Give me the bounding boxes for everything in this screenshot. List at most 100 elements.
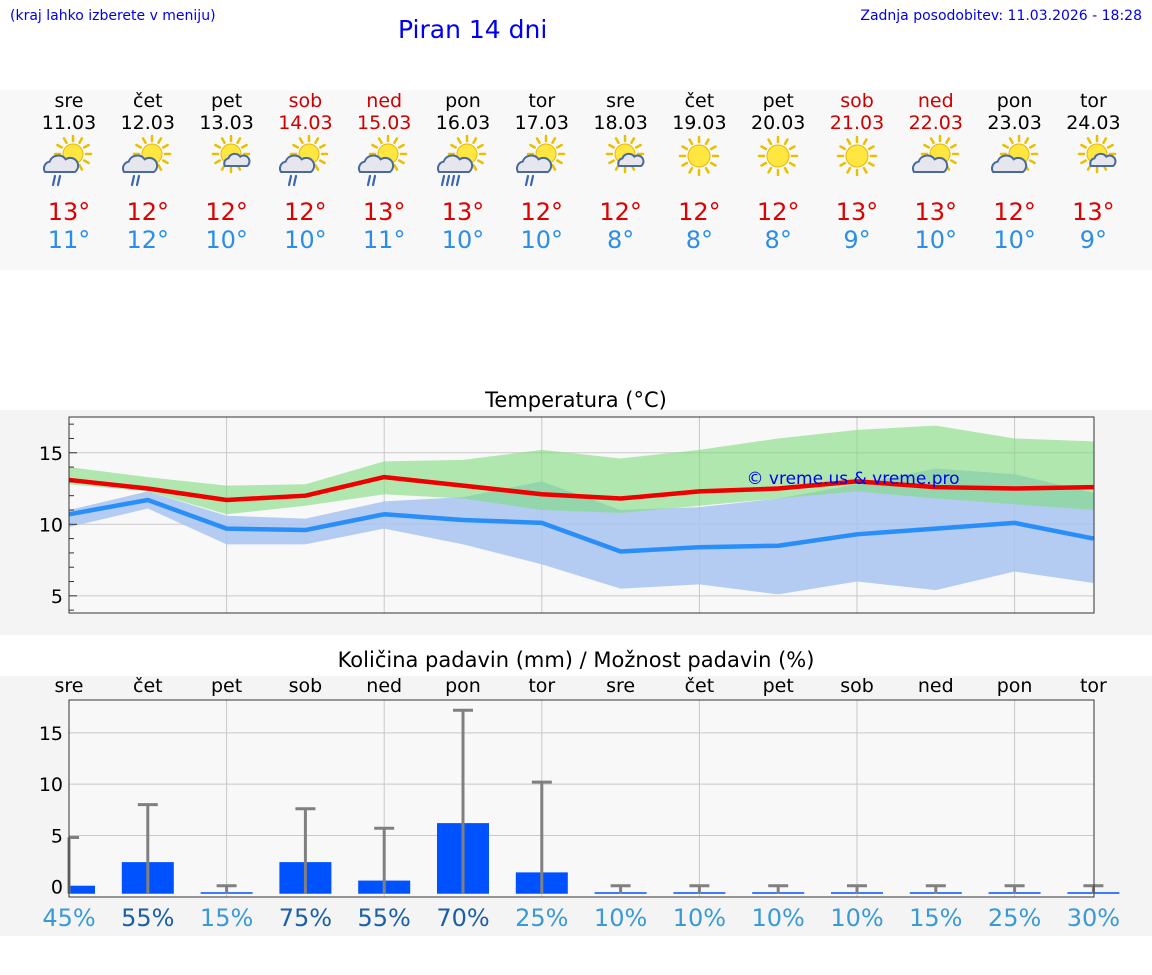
max-temperature: 13° <box>362 198 406 226</box>
day-name: čet <box>684 90 715 112</box>
precipitation-day-label: ned <box>366 675 403 697</box>
precipitation-chart-title: Količina padavin (mm) / Možnost padavin … <box>337 648 815 672</box>
day-name: sob <box>840 90 874 112</box>
plot-frame <box>68 699 1095 898</box>
sun-small-cloud-icon <box>595 134 647 194</box>
min-range-band <box>69 468 1094 595</box>
precipitation-day-label: čet <box>133 675 163 697</box>
max-temperature: 12° <box>756 198 800 226</box>
min-temperature: 8° <box>606 226 635 254</box>
day-date: 18.03 <box>593 112 648 134</box>
min-temperature: 11° <box>47 226 91 254</box>
precipitation-probability: 10% <box>830 904 884 932</box>
sun-icon <box>831 134 883 194</box>
min-temperature: 10° <box>284 226 327 254</box>
precipitation-probability: 25% <box>515 904 569 932</box>
precipitation-probability: 45% <box>42 904 96 932</box>
min-temperature: 12° <box>126 226 170 254</box>
day-name: čet <box>133 90 163 112</box>
day-date: 20.03 <box>750 112 806 134</box>
max-temperature: 12° <box>126 198 170 226</box>
day-date: 17.03 <box>514 112 569 134</box>
precipitation-probability: 30% <box>1066 904 1121 932</box>
min-temperature: 8° <box>764 226 792 254</box>
precipitation-bar <box>69 885 95 894</box>
max-temperature: 12° <box>993 198 1036 226</box>
day-name: tor <box>528 90 556 112</box>
sun-small-cloud-icon <box>201 134 253 194</box>
precipitation-day-label: pet <box>762 675 794 697</box>
sun-cloud-icon <box>989 134 1041 194</box>
y-tick-label: 5 <box>51 825 63 847</box>
precipitation-probability: 70% <box>436 904 490 932</box>
day-name: pet <box>210 90 243 112</box>
day-name: pet <box>762 90 794 112</box>
precipitation-probability: 10% <box>593 904 648 932</box>
day-date: 14.03 <box>278 112 333 134</box>
max-temperature: 12° <box>678 198 721 226</box>
day-name: sob <box>288 90 323 112</box>
day-name: sre <box>54 90 84 112</box>
precipitation-probability: 25% <box>987 904 1042 932</box>
precipitation-probability: 55% <box>357 904 411 932</box>
min-temperature: 8° <box>685 226 714 254</box>
watermark: © vreme.us & vreme.pro <box>746 469 959 489</box>
max-temperature: 13° <box>914 198 958 226</box>
day-date: 21.03 <box>829 112 885 134</box>
precipitation-day-label: pon <box>996 675 1033 697</box>
max-temperature: 13° <box>47 198 91 226</box>
max-temperature-line <box>68 474 1094 503</box>
last-update: Zadnja posodobitev: 11.03.2026 - 18:28 <box>860 8 1142 24</box>
sun-cloud-rain-icon <box>43 134 95 194</box>
precipitation-day-label: tor <box>1079 675 1107 697</box>
max-temperature: 12° <box>205 198 248 226</box>
temperature-chart: 5 10 15 © vreme.us & vreme.pro <box>39 416 1095 614</box>
precipitation-probability: 75% <box>278 904 333 932</box>
sun-cloud-rain-icon <box>515 134 568 194</box>
sun-cloud-rain-icon <box>121 134 174 194</box>
min-temperature: 10° <box>205 226 248 254</box>
sun-icon <box>752 134 804 194</box>
min-temperature: 10° <box>993 226 1036 254</box>
precipitation-probability: 15% <box>199 904 254 932</box>
min-temperature: 11° <box>362 226 406 254</box>
min-temperature: 10° <box>441 226 485 254</box>
day-name: pon <box>996 90 1033 112</box>
day-name: tor <box>1079 90 1107 112</box>
sun-small-cloud-icon <box>1067 134 1119 194</box>
y-tick-label: 10 <box>39 774 63 796</box>
day-date: 22.03 <box>908 112 963 134</box>
precipitation-probability: 55% <box>121 904 175 932</box>
precipitation-probability: 10% <box>672 904 727 932</box>
day-name: sre <box>606 90 636 112</box>
max-temperature: 13° <box>835 198 879 226</box>
plot-frame <box>68 416 1095 614</box>
day-date: 12.03 <box>120 112 175 134</box>
day-name: ned <box>917 90 954 112</box>
precipitation-day-label: čet <box>684 675 715 697</box>
max-temperature: 13° <box>1072 198 1115 226</box>
temperature-chart-title: Temperatura (°C) <box>485 388 667 412</box>
day-date: 15.03 <box>356 112 412 134</box>
min-temperature-line <box>68 497 1094 554</box>
sun-cloud-rain-icon <box>358 134 410 194</box>
precipitation-day-label: pet <box>210 675 243 697</box>
y-tick-label: 10 <box>39 514 63 536</box>
day-name: pon <box>445 90 481 112</box>
precipitation-day-label: ned <box>917 675 954 697</box>
day-date: 23.03 <box>987 112 1042 134</box>
sun-icon <box>673 134 725 194</box>
day-date: 16.03 <box>435 112 491 134</box>
y-tick-label: 0 <box>51 877 63 899</box>
min-temperature: 9° <box>1079 226 1108 254</box>
precipitation-probability: 15% <box>909 904 963 932</box>
min-temperature: 10° <box>914 226 958 254</box>
day-name: ned <box>366 90 403 112</box>
day-date: 11.03 <box>41 112 97 134</box>
min-temperature: 10° <box>520 226 564 254</box>
day-date: 24.03 <box>1066 112 1121 134</box>
y-tick-label: 5 <box>51 586 63 608</box>
sun-cloud-rain-icon <box>279 134 331 194</box>
y-tick-label: 15 <box>39 723 63 745</box>
max-temperature: 12° <box>520 198 564 226</box>
